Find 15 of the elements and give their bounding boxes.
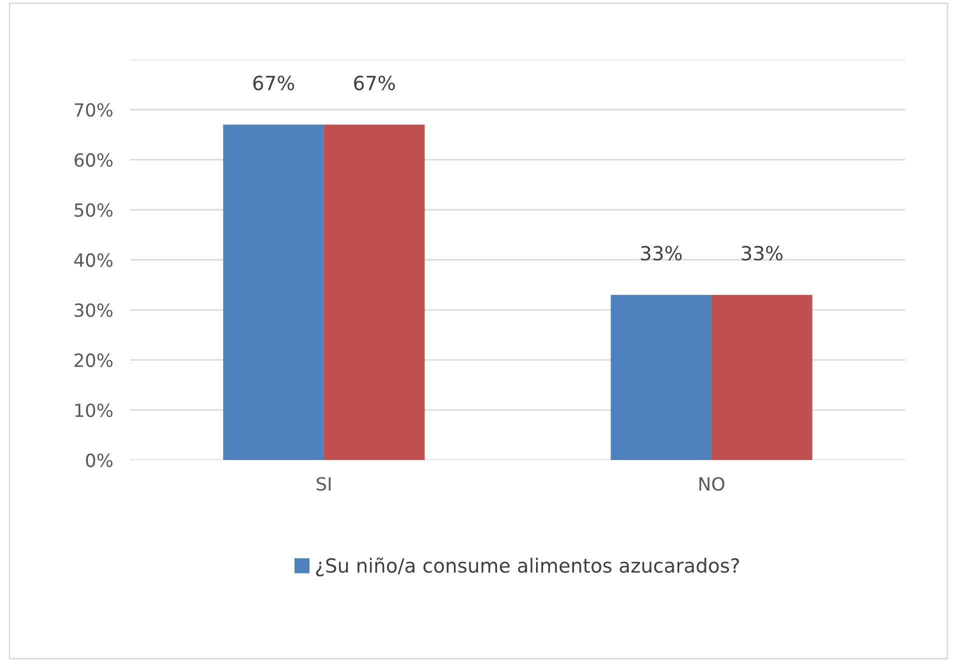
data-label: 67%: [253, 76, 294, 90]
y-tick-label: 60%: [74, 153, 112, 167]
data-label: 33%: [742, 246, 782, 261]
x-tick-label: NO: [699, 477, 724, 491]
y-tick-label: 20%: [74, 353, 112, 368]
x-tick-label: SI: [316, 477, 331, 491]
y-tick-label: 50%: [74, 203, 112, 217]
data-label: 67%: [354, 76, 395, 90]
y-tick-label: 70%: [74, 103, 112, 117]
y-tick-label: 30%: [74, 303, 112, 318]
y-tick-label: 0%: [86, 454, 112, 468]
legend-label: ¿Su niño/a consume alimentos azucarados?: [316, 557, 739, 576]
y-tick-label: 40%: [74, 253, 112, 267]
data-label: 33%: [641, 246, 682, 261]
y-tick-label: 10%: [75, 403, 112, 418]
